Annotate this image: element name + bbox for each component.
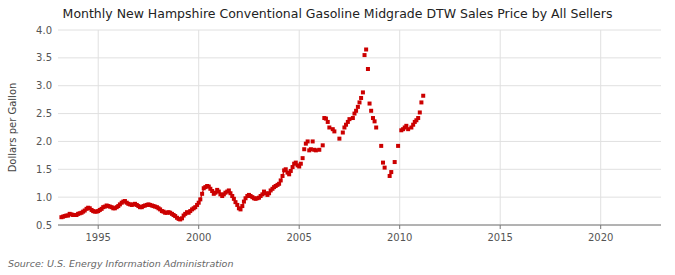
marker (317, 148, 321, 152)
marker (363, 53, 367, 57)
marker (374, 126, 378, 130)
grid (58, 30, 661, 225)
plot-data (59, 48, 425, 222)
marker (358, 100, 362, 104)
y-tick-label: 3.0 (36, 80, 52, 91)
y-tick-label: 1.0 (36, 192, 52, 203)
marker (419, 100, 423, 104)
y-axis-label: Dollars per Gallon (7, 83, 18, 173)
marker (361, 90, 365, 94)
marker (366, 67, 370, 71)
marker (416, 116, 420, 120)
marker (389, 170, 393, 174)
marker (289, 169, 293, 173)
y-tick-label: 1.5 (36, 164, 52, 175)
marker (418, 110, 422, 114)
y-grid-line (58, 169, 661, 170)
marker (306, 139, 310, 143)
marker (369, 109, 373, 113)
marker (279, 178, 283, 182)
chart: Monthly New Hampshire Conventional Gasol… (0, 0, 675, 275)
marker (383, 166, 387, 170)
marker (321, 143, 325, 147)
source-note: Source: U.S. Energy Information Administ… (8, 258, 233, 269)
marker (381, 161, 385, 165)
marker (359, 96, 363, 100)
x-tick-label: 2000 (186, 232, 211, 243)
x-tick-label: 2005 (286, 232, 311, 243)
y-tick-label: 4.0 (36, 25, 52, 36)
x-tick-label: 2010 (387, 232, 412, 243)
y-tick-label: 2.5 (36, 108, 52, 119)
x-tick (198, 225, 199, 229)
y-grid-line (58, 225, 661, 226)
x-grid-line (198, 30, 199, 225)
marker (198, 197, 202, 201)
marker (379, 144, 383, 148)
marker (347, 117, 351, 121)
marker (337, 137, 341, 141)
marker (302, 147, 306, 151)
series (297, 48, 425, 178)
x-tick (299, 225, 300, 229)
marker (200, 192, 204, 196)
marker (364, 48, 368, 52)
x-tick (600, 225, 601, 229)
marker (326, 120, 330, 124)
y-tick-label: 3.5 (36, 52, 52, 63)
marker (311, 139, 315, 143)
marker (332, 129, 336, 133)
marker (341, 131, 345, 135)
marker (393, 160, 397, 164)
x-tick (399, 225, 400, 229)
marker (421, 94, 425, 98)
y-grid-line (58, 197, 661, 198)
title: Monthly New Hampshire Conventional Gasol… (63, 6, 613, 21)
y-grid-line (58, 85, 661, 86)
marker (354, 109, 358, 113)
x-grid-line (98, 30, 99, 225)
x-grid-line (399, 30, 400, 225)
x-tick-label: 2015 (487, 232, 512, 243)
marker (309, 147, 313, 151)
y-tick-label: 2.0 (36, 136, 52, 147)
marker (396, 144, 400, 148)
y-grid-line (58, 30, 661, 31)
marker (327, 126, 331, 130)
marker (351, 116, 355, 120)
marker (314, 148, 318, 152)
marker (240, 204, 244, 208)
x-tick-label: 2020 (588, 232, 613, 243)
x-grid-line (299, 30, 300, 225)
marker (299, 162, 303, 166)
marker (388, 174, 392, 178)
x-tick-label: 1995 (85, 232, 110, 243)
marker (301, 156, 305, 160)
x-grid-line (600, 30, 601, 225)
y-grid-line (58, 141, 661, 142)
marker (281, 174, 285, 178)
y-grid-line (58, 57, 661, 58)
x-tick (98, 225, 99, 229)
marker (368, 102, 372, 106)
x-axis-line (58, 225, 661, 226)
line (61, 163, 297, 220)
series (59, 161, 299, 222)
y-grid-line (58, 113, 661, 114)
axes: 0.5 1.0 1.5 2.0 2.5 3.0 3.5 4.0 1995 2000 2005 2010… (36, 25, 661, 244)
x-grid-line (500, 30, 501, 225)
y-tick-label: 0.5 (36, 220, 52, 231)
marker (356, 105, 360, 109)
x-tick (500, 225, 501, 229)
marker (373, 119, 377, 123)
